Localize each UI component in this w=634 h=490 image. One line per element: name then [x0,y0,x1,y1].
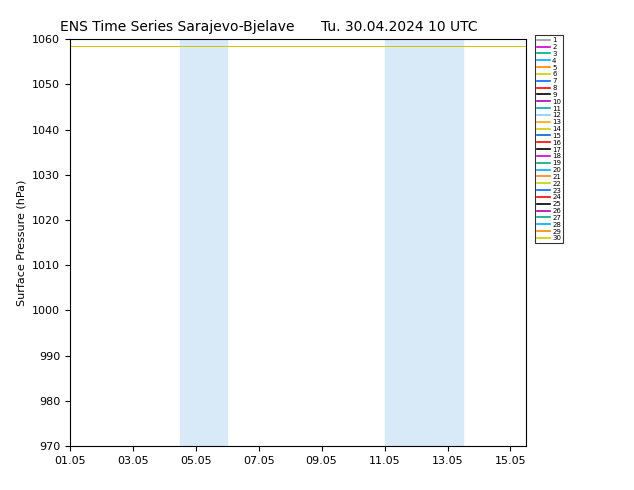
Bar [385,39,463,446]
Text: ENS Time Series Sarajevo-Bjelave: ENS Time Series Sarajevo-Bjelave [60,20,295,34]
Bar [180,39,227,446]
Legend: 1, 2, 3, 4, 5, 6, 7, 8, 9, 10, 11, 12, 13, 14, 15, 16, 17, 18, 19, 20, 21, 22, 2: 1, 2, 3, 4, 5, 6, 7, 8, 9, 10, 11, 12, 1… [535,35,563,244]
Text: Tu. 30.04.2024 10 UTC: Tu. 30.04.2024 10 UTC [321,20,478,34]
Y-axis label: Surface Pressure (hPa): Surface Pressure (hPa) [16,179,27,306]
